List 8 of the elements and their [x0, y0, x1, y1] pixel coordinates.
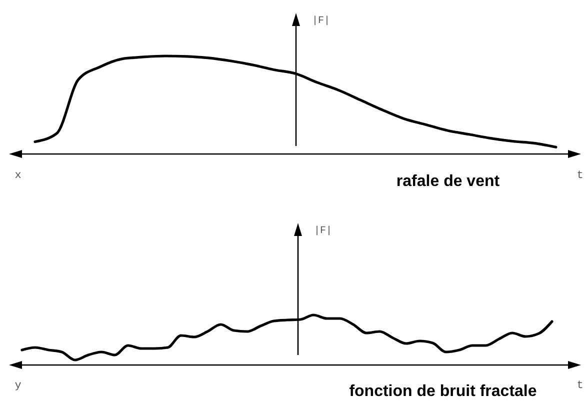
x-axis-title: t: [576, 170, 584, 182]
y-axis-title: |F|: [314, 225, 332, 237]
text: fonction de bruit fractale: [349, 383, 537, 400]
x-axis-title: t: [576, 380, 584, 392]
y-axis-title: |F|: [312, 15, 330, 27]
text: y: [14, 380, 22, 392]
text: x: [14, 170, 22, 182]
text: rafale de vent: [396, 173, 500, 190]
